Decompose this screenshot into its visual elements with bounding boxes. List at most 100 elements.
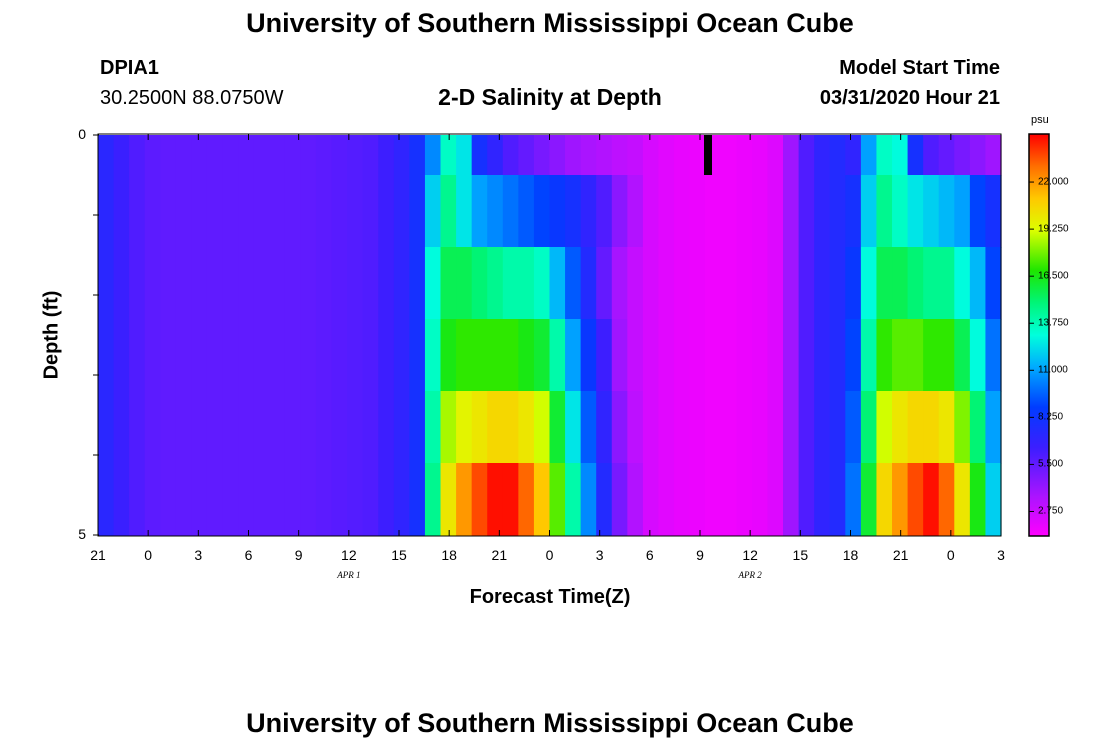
heatmap-cell: [565, 175, 582, 248]
heatmap-cell: [720, 135, 737, 176]
heatmap-cell: [689, 247, 706, 320]
heatmap-cell: [985, 135, 1002, 176]
heatmap-cell: [378, 135, 395, 176]
heatmap-cell: [284, 319, 301, 392]
x-tick-label: 9: [294, 547, 303, 563]
heatmap-cell: [378, 247, 395, 320]
heatmap-cell: [424, 463, 442, 536]
heatmap-cell: [175, 391, 193, 464]
heatmap-cell: [362, 391, 379, 464]
heatmap-cell: [206, 247, 224, 320]
heatmap-cell: [487, 463, 504, 536]
heatmap-cell: [98, 391, 115, 464]
heatmap-cell: [876, 175, 893, 248]
heatmap-cell: [860, 319, 878, 392]
heatmap-cell: [954, 319, 971, 392]
heatmap-cell: [222, 247, 239, 320]
heatmap-cell: [814, 247, 831, 320]
heatmap-cell: [549, 247, 566, 320]
heatmap-cell: [175, 319, 193, 392]
heatmap-cell: [751, 135, 769, 176]
heatmap-cell: [938, 135, 955, 176]
heatmap-cell: [596, 247, 613, 320]
heatmap-cell: [238, 247, 255, 320]
heatmap-cell: [907, 463, 924, 536]
heatmap-cell: [222, 135, 239, 176]
heatmap-cell: [269, 175, 286, 248]
heatmap-cell: [549, 175, 566, 248]
heatmap-cell: [284, 175, 301, 248]
colorbar-tick-label: 11.000: [1038, 364, 1068, 376]
heatmap-cell: [393, 319, 410, 392]
heatmap-cell: [736, 391, 753, 464]
heatmap-cell: [767, 391, 784, 464]
heatmap-cell: [393, 135, 410, 176]
heatmap-cell: [378, 175, 395, 248]
heatmap-cell: [160, 319, 177, 392]
heatmap-cell: [424, 319, 442, 392]
heatmap-cell: [518, 319, 535, 392]
heatmap-cell: [969, 175, 987, 248]
heatmap-cell: [658, 391, 675, 464]
heatmap-cell: [222, 463, 239, 536]
heatmap-cell: [720, 247, 737, 320]
heatmap-cell: [798, 175, 815, 248]
heatmap-cell: [814, 463, 831, 536]
heatmap-cell: [627, 135, 644, 176]
heatmap-cell: [315, 175, 333, 248]
heatmap-cell: [175, 247, 193, 320]
heatmap-cell: [533, 247, 551, 320]
heatmap-cell: [783, 391, 800, 464]
heatmap-cell: [829, 247, 846, 320]
colorbar-tick-label: 16.500: [1038, 270, 1069, 282]
heatmap-cell: [736, 135, 753, 176]
heatmap-cell: [144, 135, 161, 176]
heatmap-cell: [113, 319, 130, 392]
heatmap-cell: [938, 463, 955, 536]
heatmap-cell: [300, 247, 317, 320]
heatmap-cell: [783, 175, 800, 248]
colorbar-unit: psu: [1031, 114, 1049, 126]
heatmap-cell: [658, 463, 675, 536]
heatmap-cell: [362, 319, 379, 392]
heatmap-cell: [191, 463, 208, 536]
heatmap-cell: [300, 319, 317, 392]
heatmap-cell: [751, 175, 769, 248]
heatmap-cell: [284, 463, 301, 536]
heatmap-cell: [736, 175, 753, 248]
x-tick-label: 15: [391, 547, 407, 563]
heatmap-cell: [393, 247, 410, 320]
chart-subtitle: 2-D Salinity at Depth: [438, 84, 662, 110]
heatmap-cell: [845, 391, 862, 464]
x-tick-label: 3: [595, 547, 604, 563]
heatmap-cell: [627, 175, 644, 248]
heatmap-cell: [876, 391, 893, 464]
heatmap-cell: [954, 135, 971, 176]
heatmap-cell: [954, 463, 971, 536]
heatmap-cell: [456, 463, 473, 536]
heatmap-cell: [253, 463, 270, 536]
heatmap-cell: [253, 247, 270, 320]
heatmap-cell: [658, 319, 675, 392]
heatmap-cell: [378, 463, 395, 536]
heatmap-cell: [206, 175, 224, 248]
heatmap-cell: [845, 247, 862, 320]
heatmap-cell: [767, 175, 784, 248]
heatmap-cell: [814, 175, 831, 248]
date-label: APR 2: [738, 570, 762, 580]
heatmap-cell: [892, 463, 909, 536]
heatmap-cell: [923, 175, 940, 248]
heatmap-cell: [456, 175, 473, 248]
heatmap-cell: [487, 319, 504, 392]
heatmap-cell: [892, 247, 909, 320]
heatmap-cell: [969, 391, 987, 464]
heatmap-cell: [409, 391, 426, 464]
heatmap-cell: [331, 319, 348, 392]
heatmap-cell: [409, 319, 426, 392]
heatmap-cell: [269, 135, 286, 176]
heatmap-cell: [393, 175, 410, 248]
heatmap-cell: [144, 391, 161, 464]
heatmap-cell: [300, 175, 317, 248]
heatmap-cell: [129, 319, 146, 392]
